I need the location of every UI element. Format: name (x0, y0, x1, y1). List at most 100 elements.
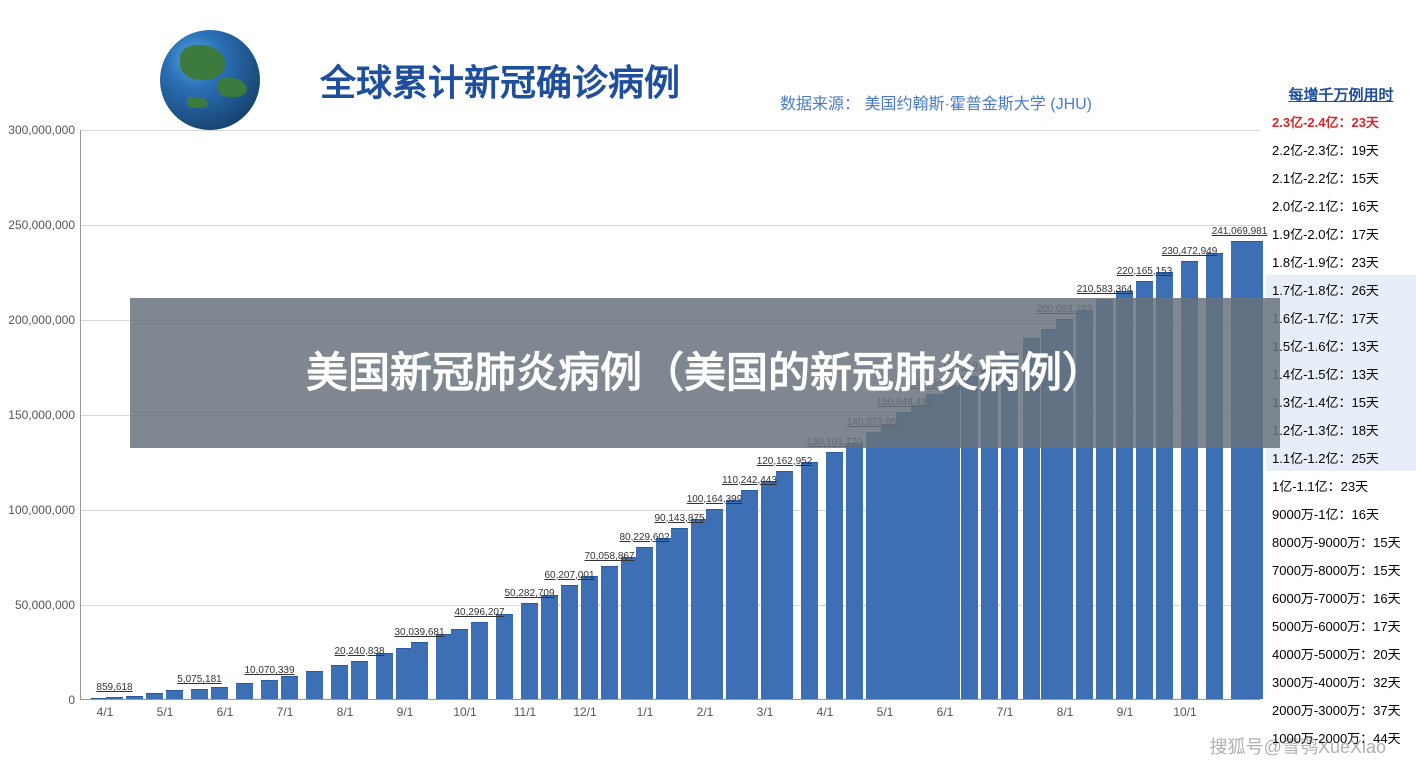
y-axis-label: 300,000,000 (8, 123, 75, 137)
side-panel-row: 7000万-8000万：15天 (1266, 555, 1416, 583)
side-panel-row: 9000万-1亿：16天 (1266, 499, 1416, 527)
bar (166, 690, 183, 699)
bar-value-label: 30,039,681 (394, 627, 444, 638)
side-panel-row: 4000万-5000万：20天 (1266, 639, 1416, 667)
side-panel-row: 8000万-9000万：15天 (1266, 527, 1416, 555)
x-axis-label: 5/1 (877, 705, 894, 719)
bar-value-label: 80,229,602 (619, 532, 669, 543)
bar (636, 547, 653, 699)
bar (126, 696, 143, 699)
bar-value-label: 60,207,001 (544, 570, 594, 581)
x-axis-label: 12/1 (573, 705, 596, 719)
bar (191, 689, 208, 699)
bar (741, 490, 758, 699)
x-axis-label: 7/1 (277, 705, 294, 719)
watermark: 搜狐号@雪鸮XueXiao (1210, 733, 1386, 759)
x-axis-label: 4/1 (817, 705, 834, 719)
side-panel-header: 每增千万例用时 (1266, 82, 1416, 107)
x-axis-label: 9/1 (397, 705, 414, 719)
x-axis-label: 8/1 (337, 705, 354, 719)
x-axis-label: 4/1 (97, 705, 114, 719)
globe-icon (160, 30, 260, 130)
bar (471, 622, 488, 699)
bar (331, 665, 348, 699)
bar-value-label: 5,075,181 (177, 674, 222, 685)
y-axis-label: 250,000,000 (8, 218, 75, 232)
x-axis-label: 2/1 (697, 705, 714, 719)
side-panel-row: 1.6亿-1.7亿：17天 (1266, 303, 1416, 331)
side-panel-rows: 2.3亿-2.4亿：23天2.2亿-2.3亿：19天2.1亿-2.2亿：15天2… (1266, 107, 1416, 751)
chart-title: 全球累计新冠确诊病例 (320, 54, 680, 106)
bar (411, 642, 428, 699)
bar (261, 680, 278, 699)
side-panel-row: 1.2亿-1.3亿：18天 (1266, 415, 1416, 443)
bar-value-label: 20,240,838 (334, 646, 384, 657)
side-panel-row: 1.8亿-1.9亿：23天 (1266, 247, 1416, 275)
x-axis-label: 10/1 (453, 705, 476, 719)
side-panel-row: 5000万-6000万：17天 (1266, 611, 1416, 639)
side-panel-row: 2.3亿-2.4亿：23天 (1266, 107, 1416, 135)
y-axis-label: 200,000,000 (8, 313, 75, 327)
gridline (81, 130, 1260, 131)
data-source: 数据来源： 美国约翰斯·霍普金斯大学 (JHU) (780, 90, 1092, 114)
bar-value-label: 241,069,981 (1212, 226, 1268, 237)
x-axis-label: 5/1 (157, 705, 174, 719)
bar (801, 462, 818, 700)
x-axis-label: 11/1 (514, 705, 536, 719)
x-axis-label: 8/1 (1057, 705, 1074, 719)
bar (561, 585, 578, 699)
bar (521, 603, 538, 699)
bar (306, 671, 323, 700)
side-panel-row: 1.5亿-1.6亿：13天 (1266, 331, 1416, 359)
bar-value-label: 10,070,339 (244, 665, 294, 676)
x-axis-label: 3/1 (757, 705, 774, 719)
y-axis-label: 150,000,000 (8, 408, 75, 422)
bar-value-label: 90,143,875 (654, 513, 704, 524)
x-axis-label: 6/1 (937, 705, 954, 719)
bar-value-label: 50,282,709 (504, 588, 554, 599)
x-axis-label: 9/1 (1117, 705, 1134, 719)
bar-value-label: 230,472,949 (1162, 246, 1218, 257)
bar (776, 471, 793, 699)
side-panel-row: 1亿-1.1亿：23天 (1266, 471, 1416, 499)
bar (846, 443, 863, 700)
bar (281, 676, 298, 699)
bar (351, 661, 368, 699)
bar (146, 693, 163, 699)
bar (706, 509, 723, 699)
bar (826, 452, 843, 699)
side-panel-row: 2.0亿-2.1亿：16天 (1266, 191, 1416, 219)
side-panel-row: 2.2亿-2.3亿：19天 (1266, 135, 1416, 163)
side-panel-row: 2000万-3000万：37天 (1266, 695, 1416, 723)
bar (236, 683, 253, 699)
bar-value-label: 210,583,364 (1077, 284, 1133, 295)
bar (581, 576, 598, 700)
bar-value-label: 40,296,207 (454, 607, 504, 618)
bar (601, 566, 618, 699)
side-panel-row: 1.3亿-1.4亿：15天 (1266, 387, 1416, 415)
y-axis-label: 50,000,000 (15, 598, 75, 612)
x-axis-label: 7/1 (997, 705, 1014, 719)
y-axis: 050,000,000100,000,000150,000,000200,000… (5, 130, 80, 700)
bar (211, 687, 228, 699)
source-label: 数据来源： (780, 96, 860, 113)
bar (376, 653, 393, 699)
bar (106, 697, 123, 699)
bar (451, 629, 468, 699)
bar-value-label: 120,162,952 (757, 456, 813, 467)
side-panel-row: 6000万-7000万：16天 (1266, 583, 1416, 611)
side-panel-row: 1.7亿-1.8亿：26天 (1266, 275, 1416, 303)
side-panel-row: 2.1亿-2.2亿：15天 (1266, 163, 1416, 191)
bar-value-label: 220,165,153 (1117, 266, 1173, 277)
bar (671, 528, 688, 699)
bar-value-label: 70,058,867 (584, 551, 634, 562)
overlay-text: 美国新冠肺炎病例（美国的新冠肺炎病例） (306, 346, 1104, 401)
bar (541, 595, 558, 700)
side-panel-row: 1.9亿-2.0亿：17天 (1266, 219, 1416, 247)
bar-value-label: 110,242,443 (722, 475, 777, 486)
bar-value-label: 859,618 (96, 682, 132, 693)
side-panel-row: 1.1亿-1.2亿：25天 (1266, 443, 1416, 471)
y-axis-label: 0 (68, 693, 75, 707)
bar-value-label: 100,164,399 (687, 494, 743, 505)
chart-header: 全球累计新冠确诊病例 (160, 30, 680, 130)
